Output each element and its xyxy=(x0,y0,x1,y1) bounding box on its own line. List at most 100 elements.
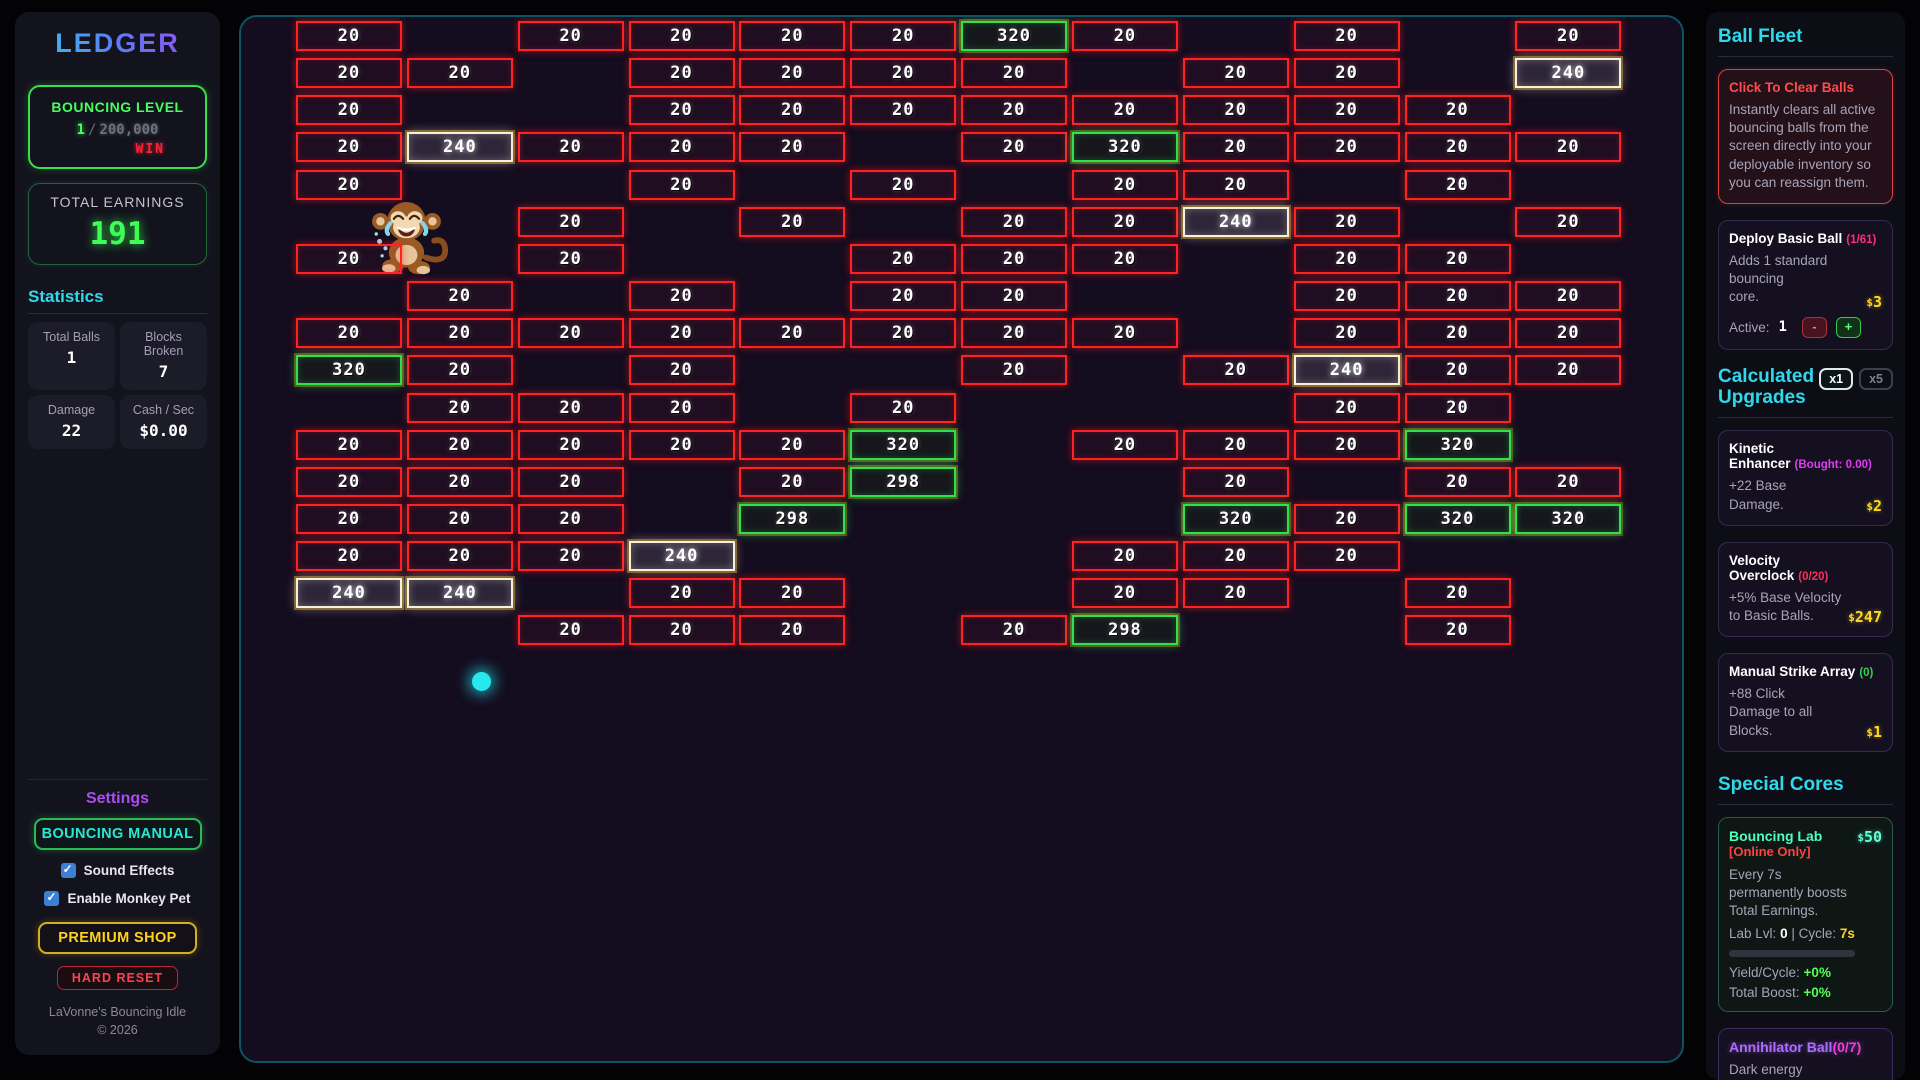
block-red[interactable]: 20 xyxy=(1182,132,1289,163)
velocity-overclock-card[interactable]: Velocity Overclock (0/20) +5% Base Veloci… xyxy=(1718,541,1893,638)
block-red[interactable]: 20 xyxy=(628,95,735,126)
block-red[interactable]: 20 xyxy=(296,132,402,163)
block-white[interactable]: 240 xyxy=(628,541,735,572)
block-red[interactable]: 20 xyxy=(1071,429,1178,460)
block-red[interactable]: 20 xyxy=(1404,243,1511,274)
block-red[interactable]: 20 xyxy=(1404,615,1511,646)
block-red[interactable]: 20 xyxy=(628,355,735,386)
block-red[interactable]: 20 xyxy=(1071,243,1178,274)
block-green[interactable]: 320 xyxy=(850,429,957,460)
block-red[interactable]: 20 xyxy=(850,318,957,349)
block-red[interactable]: 20 xyxy=(1293,281,1400,312)
sound-effects-checkbox[interactable] xyxy=(60,862,76,878)
block-red[interactable]: 20 xyxy=(517,21,624,51)
multiplier-x1-button[interactable]: x1 xyxy=(1819,367,1854,390)
block-red[interactable]: 20 xyxy=(1404,355,1511,386)
block-red[interactable]: 20 xyxy=(1071,169,1178,200)
block-red[interactable]: 20 xyxy=(628,429,735,460)
block-red[interactable]: 20 xyxy=(517,615,624,646)
block-red[interactable]: 20 xyxy=(1182,95,1289,126)
bouncing-mode-button[interactable]: BOUNCING MANUAL xyxy=(33,818,202,850)
clear-balls-card[interactable]: Click To Clear Balls Instantly clears al… xyxy=(1718,68,1893,204)
block-red[interactable]: 20 xyxy=(850,169,957,200)
block-red[interactable]: 20 xyxy=(961,318,1068,349)
block-red[interactable]: 20 xyxy=(739,615,846,646)
block-red[interactable]: 20 xyxy=(296,58,402,89)
block-red[interactable]: 20 xyxy=(961,281,1068,312)
block-red[interactable]: 20 xyxy=(1404,95,1511,126)
block-red[interactable]: 20 xyxy=(850,243,957,274)
block-red[interactable]: 20 xyxy=(517,132,624,163)
block-green[interactable]: 320 xyxy=(296,355,402,386)
block-red[interactable]: 20 xyxy=(628,281,735,312)
block-red[interactable]: 20 xyxy=(296,21,402,51)
kinetic-enhancer-card[interactable]: Kinetic Enhancer (Bought: 0.00) +22 Base D… xyxy=(1718,430,1893,526)
block-white[interactable]: 240 xyxy=(1182,206,1289,237)
bouncing-lab-card[interactable]: Bouncing Lab [Online Only] $50 Every 7s p… xyxy=(1718,816,1893,1012)
block-red[interactable]: 20 xyxy=(1293,58,1400,89)
block-red[interactable]: 20 xyxy=(961,58,1068,89)
block-red[interactable]: 20 xyxy=(1182,578,1289,609)
block-red[interactable]: 20 xyxy=(296,429,402,460)
block-white[interactable]: 240 xyxy=(406,578,513,609)
block-red[interactable]: 20 xyxy=(1404,281,1511,312)
block-red[interactable]: 20 xyxy=(1404,392,1511,423)
block-red[interactable]: 20 xyxy=(1404,466,1511,497)
block-red[interactable]: 20 xyxy=(406,58,513,89)
block-red[interactable]: 20 xyxy=(850,392,957,423)
block-green[interactable]: 298 xyxy=(850,466,957,497)
block-red[interactable]: 20 xyxy=(1293,392,1400,423)
block-red[interactable]: 20 xyxy=(850,21,957,51)
block-white[interactable]: 240 xyxy=(1293,355,1400,386)
block-green[interactable]: 320 xyxy=(1404,429,1511,460)
block-red[interactable]: 20 xyxy=(739,21,846,51)
block-green[interactable]: 298 xyxy=(739,503,846,534)
block-red[interactable]: 20 xyxy=(739,58,846,89)
block-red[interactable]: 20 xyxy=(1071,206,1178,237)
block-green[interactable]: 320 xyxy=(1515,503,1622,534)
block-red[interactable]: 20 xyxy=(406,355,513,386)
block-red[interactable]: 20 xyxy=(406,466,513,497)
block-red[interactable]: 20 xyxy=(961,132,1068,163)
block-red[interactable]: 20 xyxy=(517,503,624,534)
block-red[interactable]: 20 xyxy=(1293,243,1400,274)
block-red[interactable]: 20 xyxy=(1515,21,1622,51)
block-red[interactable]: 20 xyxy=(296,318,402,349)
block-red[interactable]: 20 xyxy=(406,429,513,460)
premium-shop-button[interactable]: PREMIUM SHOP xyxy=(38,922,197,954)
block-red[interactable]: 20 xyxy=(1515,281,1622,312)
block-white[interactable]: 240 xyxy=(296,578,402,609)
block-red[interactable]: 20 xyxy=(739,466,846,497)
block-red[interactable]: 20 xyxy=(296,503,402,534)
block-green[interactable]: 298 xyxy=(1071,615,1178,646)
block-red[interactable]: 20 xyxy=(296,95,402,126)
block-red[interactable]: 20 xyxy=(628,132,735,163)
block-green[interactable]: 320 xyxy=(1182,503,1289,534)
block-red[interactable]: 20 xyxy=(1404,132,1511,163)
block-green[interactable]: 320 xyxy=(1404,503,1511,534)
block-red[interactable]: 20 xyxy=(406,392,513,423)
block-red[interactable]: 20 xyxy=(1071,318,1178,349)
block-red[interactable]: 20 xyxy=(1515,206,1622,237)
block-red[interactable]: 20 xyxy=(1515,318,1622,349)
block-red[interactable]: 20 xyxy=(1293,21,1400,51)
block-red[interactable]: 20 xyxy=(1293,206,1400,237)
block-red[interactable]: 20 xyxy=(517,206,624,237)
block-red[interactable]: 20 xyxy=(1182,58,1289,89)
multiplier-x5-button[interactable]: x5 xyxy=(1859,367,1893,390)
block-red[interactable]: 20 xyxy=(628,578,735,609)
block-red[interactable]: 20 xyxy=(517,541,624,572)
block-red[interactable]: 20 xyxy=(1404,318,1511,349)
block-red[interactable]: 20 xyxy=(1182,541,1289,572)
block-red[interactable]: 20 xyxy=(1404,169,1511,200)
block-red[interactable]: 20 xyxy=(1293,95,1400,126)
block-red[interactable]: 20 xyxy=(961,243,1068,274)
block-red[interactable]: 20 xyxy=(1293,503,1400,534)
monkey-pet-checkbox[interactable] xyxy=(44,890,60,906)
block-red[interactable]: 20 xyxy=(1182,355,1289,386)
block-red[interactable]: 20 xyxy=(628,21,735,51)
block-red[interactable]: 20 xyxy=(961,615,1068,646)
block-red[interactable]: 20 xyxy=(517,429,624,460)
block-red[interactable]: 20 xyxy=(1293,318,1400,349)
block-red[interactable]: 20 xyxy=(296,169,402,200)
